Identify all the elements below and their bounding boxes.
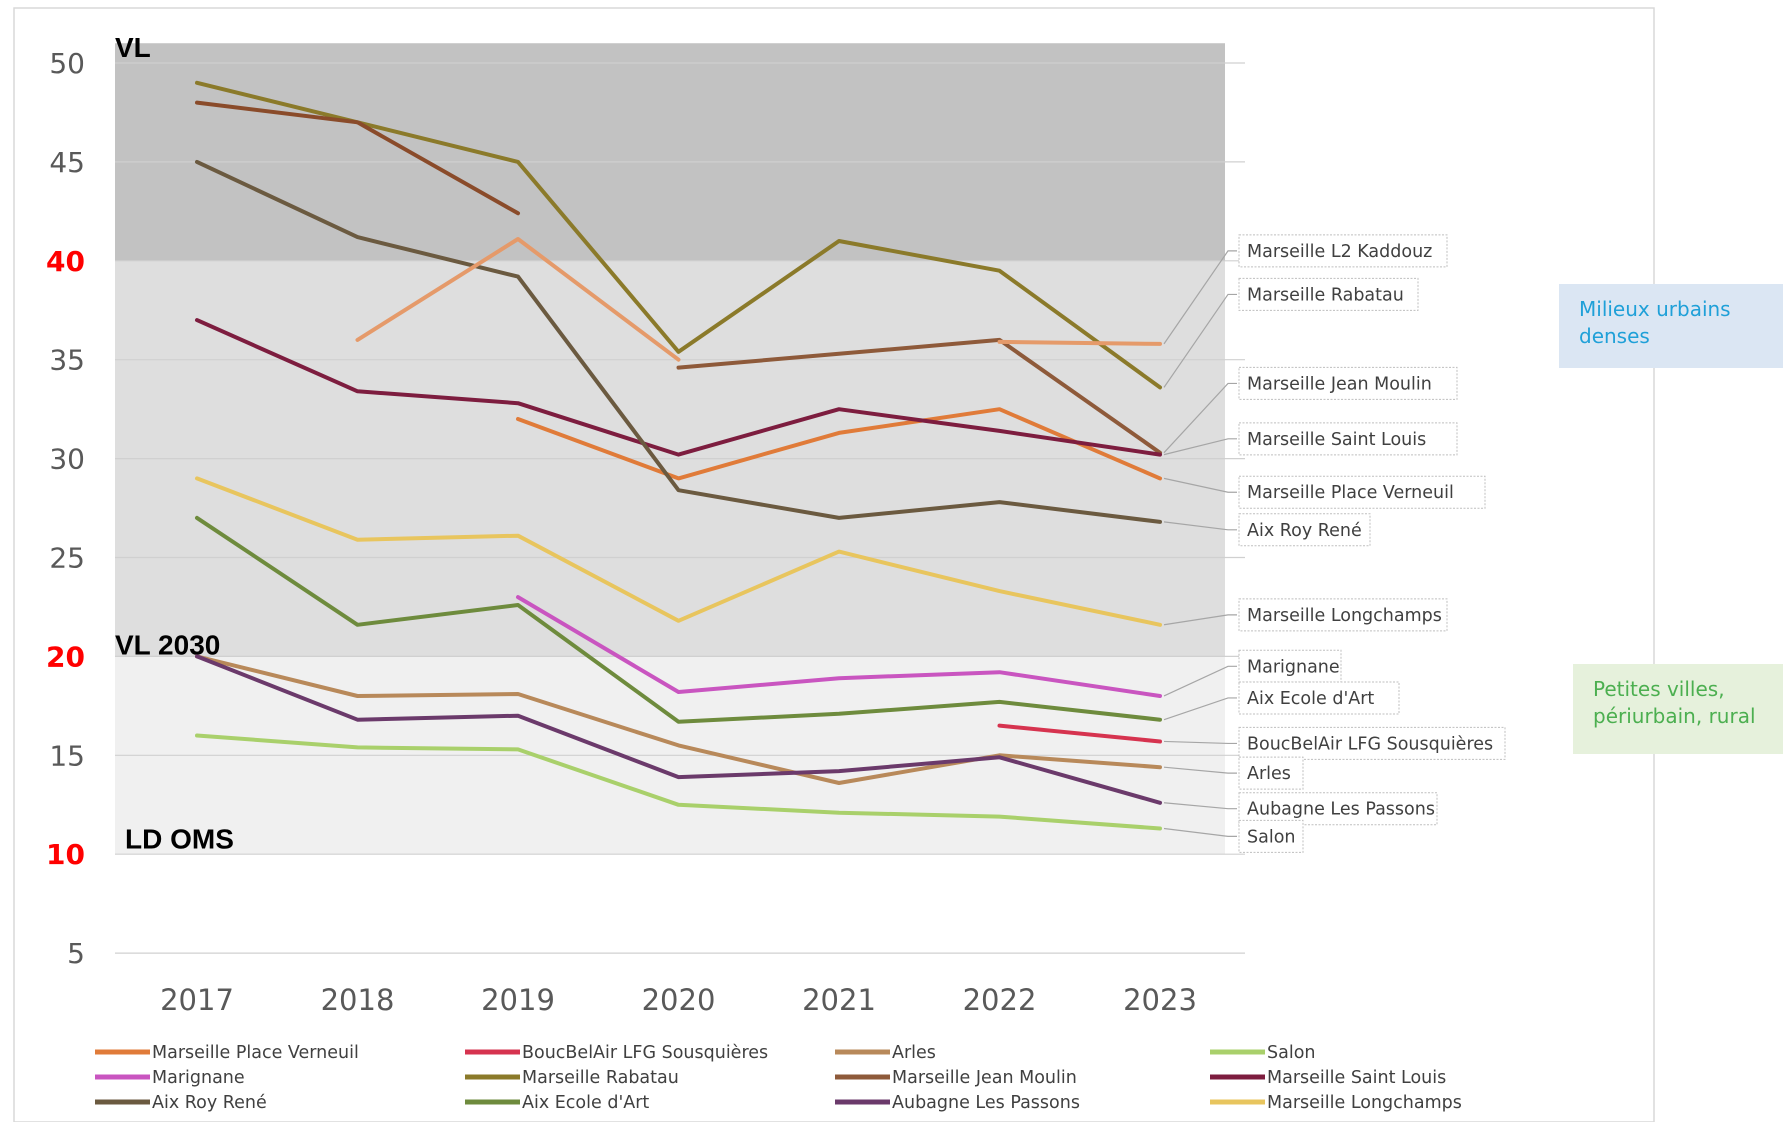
- y-tick-label: 25: [49, 542, 85, 575]
- x-tick-label: 2017: [160, 983, 234, 1017]
- y-tick-label: 10: [46, 838, 85, 871]
- legend-entry-label: Aubagne Les Passons: [892, 1093, 1080, 1113]
- y-tick-label: 45: [49, 146, 85, 179]
- x-tick-label: 2022: [963, 983, 1037, 1017]
- callout-box-marseille-jean-moulin: [1238, 366, 1458, 400]
- callout-label: Marseille Saint Louis: [1247, 430, 1426, 450]
- legend-entry-label: Salon: [1267, 1043, 1316, 1063]
- legend-entry-label: Arles: [892, 1043, 936, 1063]
- note-urban: Milieux urbains denses: [1559, 284, 1783, 368]
- callout-leader-marseille-saint-louis: [1163, 438, 1237, 456]
- threshold-label: VL: [115, 32, 151, 63]
- callout-box-salon: [1238, 819, 1304, 853]
- threshold-label: LD OMS: [125, 823, 234, 854]
- legend-entry-label: Marseille Saint Louis: [1267, 1068, 1446, 1088]
- x-tick-label: 2020: [642, 983, 716, 1017]
- callout-leaders: [1163, 250, 1237, 837]
- callout-label: Aubagne Les Passons: [1247, 800, 1435, 820]
- callout-box-arles: [1238, 756, 1304, 790]
- callout-box-aix-roy-ren: [1238, 513, 1371, 547]
- callout-label: Marseille L2 Kaddouz: [1247, 242, 1432, 262]
- series-line-aix-ecole-d-art: [195, 515, 1162, 724]
- callout-label: Marseille Place Verneuil: [1247, 483, 1454, 503]
- series-line-marseille-place-verneuil: [516, 407, 1162, 481]
- callout-leader-boucbelair-lfg-sousqui-res: [1163, 740, 1237, 745]
- series-line-marseille-longchamps: [195, 476, 1162, 627]
- callout-box-marseille-longchamps: [1238, 598, 1448, 632]
- callout-leader-marseille-longchamps: [1163, 614, 1237, 626]
- legend-entry-label: Marseille Jean Moulin: [892, 1068, 1077, 1088]
- series-line-marseille-saint-louis: [195, 318, 1162, 457]
- x-tick-label: 2018: [321, 983, 395, 1017]
- series-line-salon: [195, 733, 1162, 831]
- callout-leader-marseille-jean-moulin: [1163, 382, 1237, 454]
- series-line-boucbelair-lfg-sousqui-res: [997, 723, 1162, 744]
- callout-leader-marseille-rabatau: [1163, 293, 1237, 388]
- series-lines: [195, 80, 1162, 831]
- legend-entry-label: BoucBelAir LFG Sousquières: [522, 1043, 768, 1063]
- callout-box-marseille-l2-kaddouz: [1238, 234, 1448, 268]
- series-line-marignane: [516, 595, 1162, 698]
- series-line-marseille-jean-moulin: [676, 337, 1162, 455]
- callout-box-marseille-place-verneuil: [1238, 475, 1486, 509]
- callout-label: Marseille Longchamps: [1247, 606, 1442, 626]
- legend-entry-label: Aix Ecole d'Art: [522, 1093, 649, 1113]
- callout-label: Salon: [1247, 827, 1296, 847]
- callout-box-aix-ecole-d-art: [1238, 681, 1400, 715]
- y-tick-label: 5: [67, 937, 85, 970]
- callout-label: BoucBelAir LFG Sousquières: [1247, 734, 1493, 754]
- callout-leader-aubagne-les-passons: [1163, 802, 1237, 810]
- legend-entry-label: Aix Roy René: [152, 1093, 267, 1113]
- note-rural: Petites villes, périurbain, rural: [1573, 664, 1783, 754]
- series-line-marseille-jean-moulin: [195, 100, 520, 216]
- callout-box-aubagne-les-passons: [1238, 792, 1438, 826]
- callout-leader-marignane: [1163, 665, 1237, 697]
- y-tick-label: 15: [49, 739, 85, 772]
- legend-entry-label: Marignane: [152, 1068, 245, 1088]
- y-tick-label: 50: [49, 47, 85, 80]
- band-0: [115, 43, 1225, 261]
- callout-leader-arles: [1163, 766, 1237, 774]
- callout-box-boucbelair-lfg-sousqui-res: [1238, 726, 1506, 760]
- callout-box-marseille-saint-louis: [1238, 422, 1458, 456]
- y-axis-ticks: 50 45 40 35 30 25 20 15 10 5: [46, 47, 85, 970]
- legend-entry-label: Marseille Rabatau: [522, 1068, 679, 1088]
- callout-leader-marseille-place-verneuil: [1163, 477, 1237, 493]
- series-line-marseille-l2-kaddouz: [997, 339, 1162, 346]
- callout-label: Marseille Rabatau: [1247, 285, 1404, 305]
- callout-label: Marignane: [1247, 657, 1340, 677]
- threshold-labels: VL VL 2030 LD OMS: [115, 32, 234, 854]
- callout-leader-aix-roy-ren: [1163, 521, 1237, 531]
- legend-entry-label: Marseille Longchamps: [1267, 1093, 1462, 1113]
- y-tick-label: 40: [46, 245, 85, 278]
- x-tick-label: 2021: [802, 983, 876, 1017]
- callout-label: Marseille Jean Moulin: [1247, 374, 1432, 394]
- y-tick-label: 20: [46, 640, 85, 673]
- callout-label: Arles: [1247, 764, 1291, 784]
- callout-leader-aix-ecole-d-art: [1163, 697, 1237, 721]
- callout-box-marseille-rabatau: [1238, 277, 1419, 311]
- callout-box-marignane: [1238, 649, 1342, 683]
- x-tick-label: 2019: [481, 983, 555, 1017]
- legend: Marseille Place Verneuil BoucBelAir LFG S…: [95, 1043, 1462, 1113]
- x-tick-label: 2023: [1123, 983, 1197, 1017]
- legend-entry-label: Marseille Place Verneuil: [152, 1043, 359, 1063]
- series-line-aubagne-les-passons: [195, 654, 1162, 805]
- y-tick-label: 30: [49, 443, 85, 476]
- callout-labels: Marseille L2 Kaddouz Marseille Rabatau Mar…: [1238, 234, 1506, 853]
- x-axis-ticks: 2017 2018 2019 2020 2021 2022 2023: [160, 983, 1197, 1017]
- callout-label: Aix Roy René: [1247, 521, 1362, 541]
- series-line-aix-roy-ren: [195, 159, 1162, 524]
- callout-leader-marseille-l2-kaddouz: [1163, 250, 1237, 345]
- y-tick-label: 35: [49, 344, 85, 377]
- callout-leader-salon: [1163, 827, 1237, 837]
- threshold-label: VL 2030: [115, 630, 220, 661]
- series-line-marseille-l2-kaddouz: [355, 237, 681, 362]
- callout-label: Aix Ecole d'Art: [1247, 689, 1374, 709]
